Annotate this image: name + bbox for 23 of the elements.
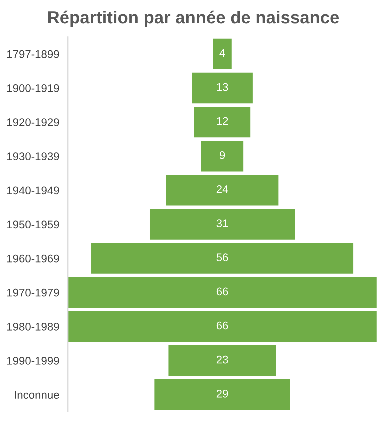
category-label: 1980-1989 xyxy=(7,322,60,331)
data-label: 23 xyxy=(216,356,228,364)
category-label: 1940-1949 xyxy=(7,186,60,195)
data-label: 9 xyxy=(220,151,226,160)
data-label: 66 xyxy=(216,288,228,296)
category-label: 1960-1969 xyxy=(7,254,60,263)
category-label: 1920-1929 xyxy=(7,118,60,126)
data-label: 31 xyxy=(216,220,228,228)
data-label: 12 xyxy=(217,117,228,126)
text: Répartition par année de naissance xyxy=(48,10,340,28)
category-label: Inconnue xyxy=(15,391,60,399)
category-label: 1900-1919 xyxy=(7,84,60,92)
data-label: 24 xyxy=(216,186,228,194)
data-label: 13 xyxy=(217,83,228,92)
category-label: 1930-1939 xyxy=(7,152,60,161)
data-label: 66 xyxy=(216,322,228,330)
data-label: 56 xyxy=(216,254,228,262)
data-label: 4 xyxy=(220,49,226,58)
category-label: 1990-1999 xyxy=(7,357,60,365)
category-label: 1797-1899 xyxy=(7,50,60,58)
category-label: 1950-1959 xyxy=(7,220,60,229)
category-label: 1970-1979 xyxy=(7,288,60,297)
data-label: 29 xyxy=(216,390,228,398)
